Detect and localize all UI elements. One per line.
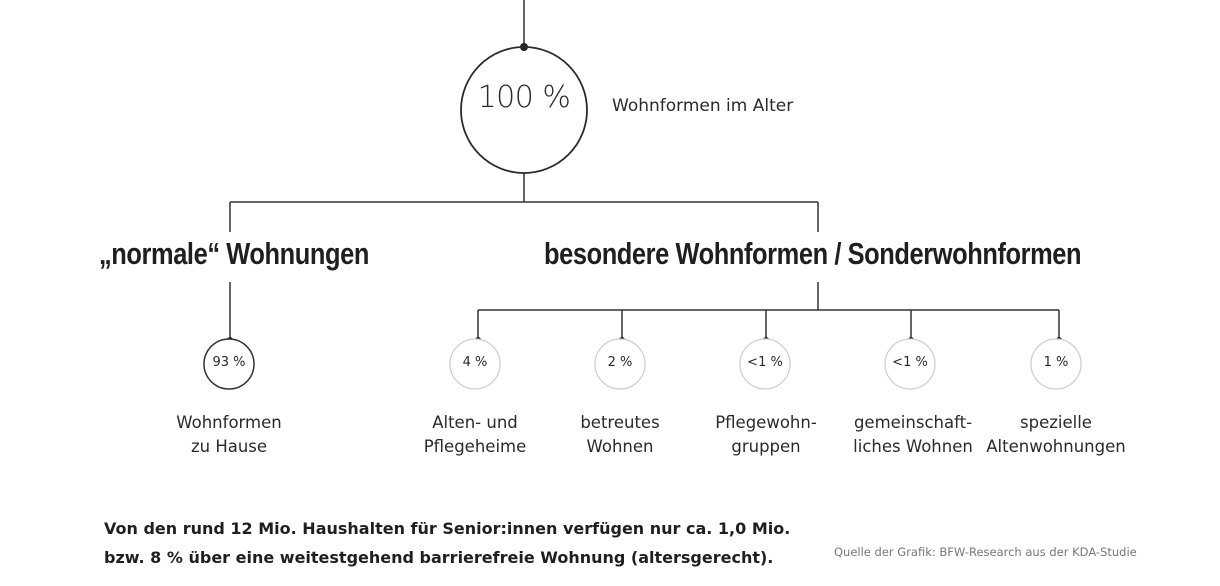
leaf-circle-6 [1030,338,1082,390]
root-value: 100 % [477,80,571,115]
leaf-label-5-line2: liches Wohnen [853,437,973,456]
leaf-circle-5 [884,338,936,390]
leaf-value-2: 4 % [462,355,488,370]
category-normal-heading: „normale“ Wohnungen [99,236,369,271]
leaf-label-1-line1: Wohnformen [176,413,282,432]
leaf-value-1: 93 % [212,355,246,370]
leaf-label-5-line1: gemeinschaft- [853,413,973,432]
leaf-label-2-line2: Pflegeheime [423,437,527,456]
root-label: Wohnformen im Alter [612,96,794,116]
leaf-circle-4 [739,338,791,390]
leaf-circle-1 [203,338,255,390]
source-credit: Quelle der Grafik: BFW-Research aus der … [834,545,1137,559]
leaf-value-4: <1 % [747,355,783,370]
footer-line-1: Von den rund 12 Mio. Haushalten für Seni… [104,519,791,538]
leaf-label-6-line2: Altenwohnungen [986,437,1126,456]
leaf-value-5: <1 % [892,355,928,370]
leaf-value-6: 1 % [1043,355,1069,370]
leaf-label-1-line2: zu Hause [190,437,268,456]
leaf-label-3: betreutes Wohnen [530,411,710,459]
leaf-label-5: gemeinschaft- liches Wohnen [823,411,1003,459]
leaf-label-3-line1: betreutes [580,413,660,432]
leaf-label-4-line2: gruppen [731,437,801,456]
leaf-label-2-line1: Alten- und [432,413,518,432]
leaf-label-4-line1: Pflegewohn- [715,413,817,432]
category-special-heading: besondere Wohnformen / Sonderwohnformen [544,236,1082,271]
footer-line-2: bzw. 8 % über eine weitestgehend barrier… [104,548,774,567]
leaf-circle-3 [594,338,646,390]
leaf-label-1: Wohnformen zu Hause [139,411,319,459]
leaf-label-6-line1: spezielle [1020,413,1092,432]
leaf-label-2: Alten- und Pflegeheime [385,411,565,459]
footer-note: Von den rund 12 Mio. Haushalten für Seni… [104,514,790,572]
leaf-value-3: 2 % [607,355,633,370]
leaf-label-6: spezielle Altenwohnungen [966,411,1146,459]
leaf-label-3-line2: Wohnen [586,437,654,456]
leaf-label-4: Pflegewohn- gruppen [676,411,856,459]
leaf-circle-2 [449,338,501,390]
